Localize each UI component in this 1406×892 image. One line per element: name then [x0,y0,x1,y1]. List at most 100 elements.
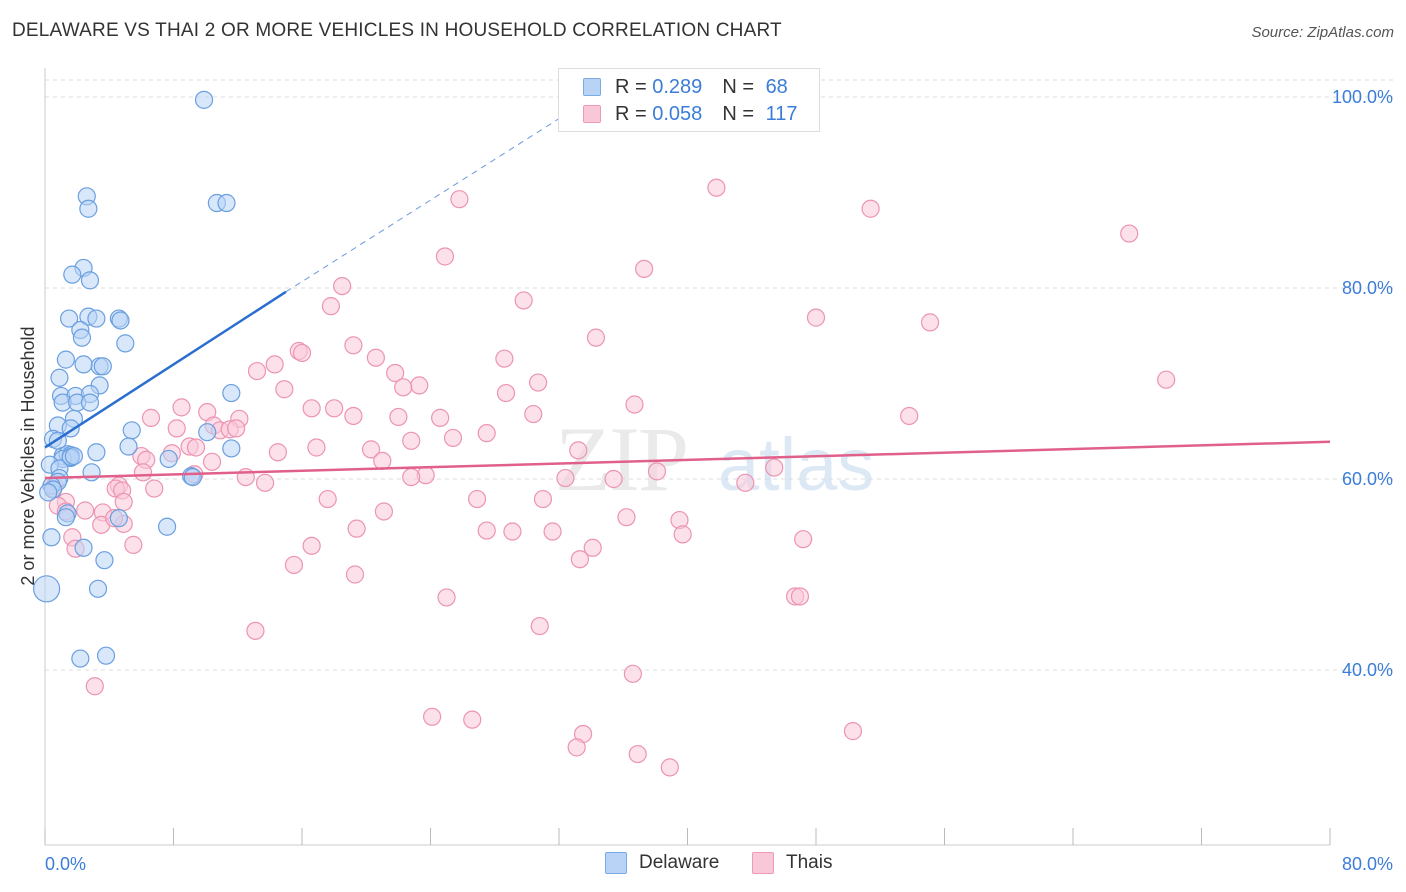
thais-point-63 [604,469,623,489]
thais-point-34 [524,404,543,424]
delaware-point-47 [82,463,101,482]
thais-point-113 [628,744,647,764]
y-axis-title: 2 or more Vehicles in Household [18,326,38,585]
thais-point-33 [141,408,161,427]
thais-point-116 [133,463,153,482]
delaware-point-19 [93,357,112,376]
thais-point-9 [806,308,826,327]
delaware-point-56 [56,508,75,527]
thais-point-55 [373,451,392,470]
thais-point-18 [247,361,267,381]
delaware-trend-extension [285,108,576,293]
thais-point-96 [583,538,602,557]
thais-point-24 [275,380,294,399]
thais-point-98 [570,550,589,569]
thais-point-114 [660,758,679,777]
thais-point-14 [292,343,312,363]
delaware-legend-label: Delaware [639,852,720,873]
thais-point-57 [765,458,784,477]
delaware-point-57 [109,509,128,528]
thais-point-6 [333,276,352,296]
thais-point-109 [463,710,482,729]
thais-point-35 [900,406,919,426]
delaware-n-value: 68 [765,75,788,98]
thais-point-32 [389,407,408,427]
thais-point-74 [467,489,487,509]
grid-lines [45,79,1395,671]
thais-point-22 [410,376,429,395]
delaware-legend-swatch [605,852,627,874]
thais-point-8 [321,297,341,316]
thais-point-1 [861,199,880,218]
thais-point-94 [124,535,143,554]
thais-legend-swatch [752,852,774,874]
delaware-point-64 [96,646,116,665]
chart-title: DELAWARE VS THAI 2 OR MORE VEHICLES IN H… [12,20,782,41]
delaware-point-2 [79,199,98,218]
delaware-point-65 [71,649,90,668]
thais-n-value: 117 [765,102,798,125]
thais-point-48 [307,438,326,457]
thais-point-29 [325,399,344,418]
watermark-atlas: atlas [718,423,874,506]
thais-point-50 [569,441,588,460]
thais-point-65 [255,473,275,492]
delaware-point-37 [222,439,241,458]
delaware-point-67 [64,446,84,466]
thais-point-58 [647,462,667,481]
thais-point-75 [533,489,553,509]
bottom-legend-thais: Thais [752,852,832,874]
thais-swatch [583,105,601,123]
thais-point-45 [402,431,421,450]
thais-point-15 [495,349,514,368]
delaware-points [33,90,241,668]
thais-point-44 [443,428,463,448]
thais-point-87 [347,519,366,538]
delaware-point-63 [33,575,61,603]
thais-point-107 [85,677,104,696]
thais-point-10 [920,313,940,332]
delaware-trend-line [44,290,287,449]
thais-r-value: 0.058 [652,102,703,125]
thais-point-49 [361,440,381,459]
thais-point-112 [567,738,586,757]
thais-point-104 [530,616,549,636]
thais-point-39 [167,419,186,438]
thais-points [43,178,1176,777]
thais-point-111 [843,722,863,741]
thais-point-27 [172,398,191,417]
thais-point-5 [635,259,654,278]
thais-point-47 [186,438,206,457]
thais-point-7 [514,291,533,310]
thais-point-108 [423,707,442,726]
thais-point-25 [496,383,516,403]
thais-trend-line [44,440,1331,480]
thais-point-83 [617,508,636,527]
thais-point-80 [76,501,95,520]
thais-point-26 [625,395,644,414]
y-tick-label-0: 40.0% [1342,660,1393,680]
stats-legend: R = 0.289 N = 68 R = 0.058 N = 117 [558,68,820,132]
thais-point-95 [302,536,321,555]
thais-point-73 [318,489,337,509]
watermark: ZIP atlas [555,408,874,510]
thais-point-91 [673,525,692,544]
thais-point-92 [794,530,813,549]
thais-point-42 [227,419,246,438]
delaware-point-12 [111,311,130,330]
thais-point-2 [450,190,469,209]
delaware-swatch [583,78,601,96]
thais-point-4 [435,247,455,266]
y-tick-label-2: 80.0% [1342,278,1393,298]
thais-point-89 [503,522,522,541]
bottom-legend-delaware: Delaware [605,852,719,874]
delaware-point-33 [198,423,217,442]
thais-point-76 [114,492,133,512]
delaware-point-60 [74,538,93,557]
thais-point-102 [790,587,810,606]
axis-labels: 40.0% 60.0% 80.0% 100.0% 0.0% 80.0% [45,87,1393,874]
delaware-point-44 [159,449,178,469]
thais-point-51 [268,443,288,462]
thais-point-43 [477,424,496,443]
delaware-r-label: R = [615,75,647,98]
